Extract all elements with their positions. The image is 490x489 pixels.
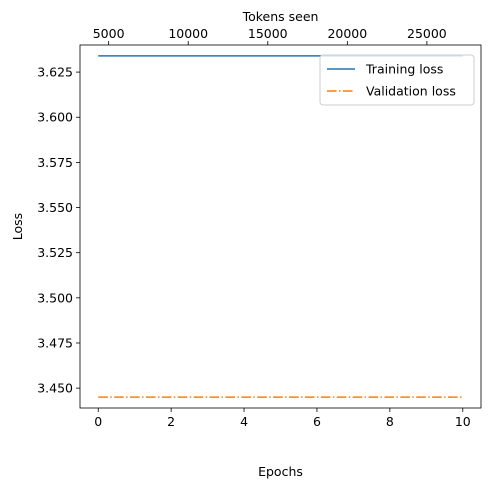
- y-tick-label: 3.600: [37, 110, 73, 125]
- top-x-tick-label: 10000: [168, 26, 208, 41]
- legend-label-1: Training loss: [365, 62, 443, 77]
- x-tick-label: 8: [386, 414, 394, 429]
- y-tick-label: 3.450: [37, 381, 73, 396]
- top-x-tick-label: 20000: [327, 26, 367, 41]
- x-tick-label: 0: [94, 414, 102, 429]
- top-x-tick-label: 15000: [248, 26, 288, 41]
- y-tick-label: 3.500: [37, 290, 73, 305]
- y-tick-label: 3.625: [37, 65, 73, 80]
- x-tick-label: 10: [455, 414, 471, 429]
- x-tick-label: 6: [313, 414, 321, 429]
- top-x-tick-label: 25000: [407, 26, 447, 41]
- y-tick-label: 3.525: [37, 245, 73, 260]
- x-tick-label: 2: [167, 414, 175, 429]
- y-tick-label: 3.475: [37, 335, 73, 350]
- top-x-axis-label: Tokens seen: [242, 9, 319, 24]
- y-axis-label: Loss: [10, 213, 25, 240]
- y-tick-label: 3.550: [37, 200, 73, 215]
- legend-label-2: Validation loss: [366, 84, 456, 99]
- legend: Training loss Validation loss: [320, 55, 474, 105]
- x-axis-label: Epochs: [258, 464, 303, 479]
- top-x-tick-label: 5000: [93, 26, 125, 41]
- plot-area: [98, 56, 463, 397]
- x-tick-label: 4: [240, 414, 248, 429]
- y-tick-label: 3.575: [37, 155, 73, 170]
